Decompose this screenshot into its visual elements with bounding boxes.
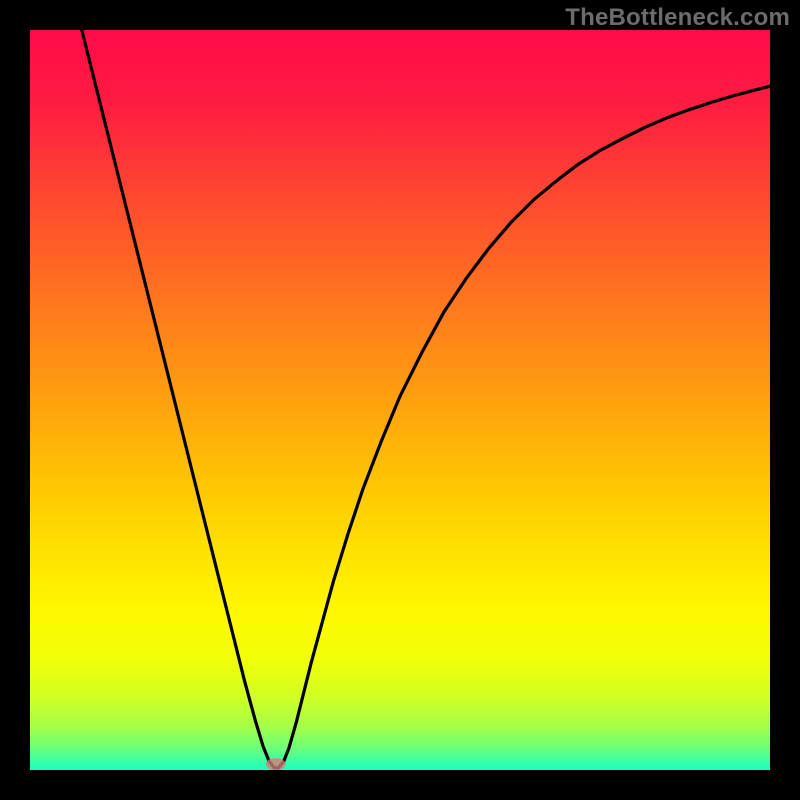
bottleneck-curve xyxy=(82,30,770,768)
watermark-text: TheBottleneck.com xyxy=(565,4,790,32)
sweet-spot-marker xyxy=(266,758,286,770)
chart-plot-area xyxy=(30,30,770,770)
chart-svg xyxy=(30,30,770,770)
